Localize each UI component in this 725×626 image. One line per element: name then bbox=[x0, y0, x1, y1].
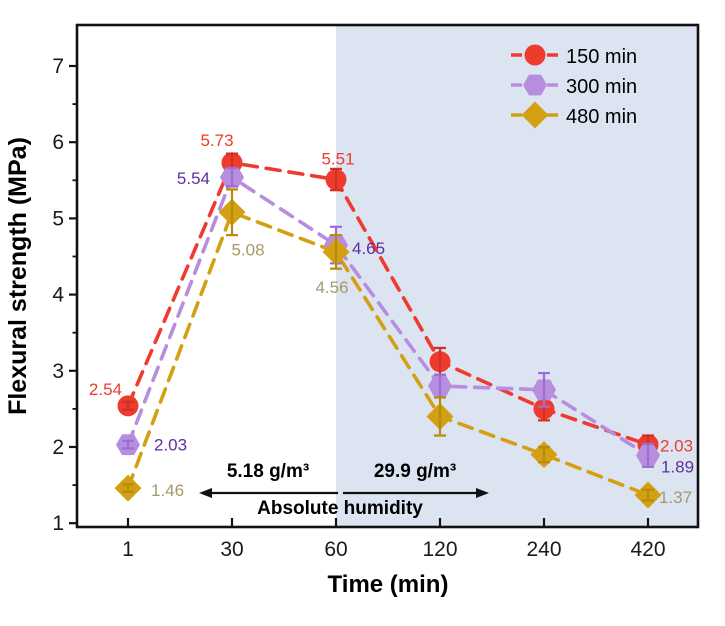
chart-series-layer: 2.54 5.73 5.51 2.03 2.03 5.54 4.65 1.89 1.46 5.08… bbox=[89, 131, 694, 509]
legend-label-300min: 300 min bbox=[566, 76, 637, 98]
plot-border bbox=[75, 23, 700, 529]
point-value-label: 5.54 bbox=[177, 169, 210, 188]
right-arrow-icon bbox=[476, 488, 489, 498]
left-arrow-icon bbox=[199, 488, 212, 498]
chart-background-layer: 1 2 3 4 5 6 7 1 30 60 120 240 420 bbox=[52, 26, 697, 561]
legend-marker-diamond-icon bbox=[521, 101, 549, 129]
point-value-label: 1.46 bbox=[151, 481, 184, 500]
x-tick-label: 1 bbox=[122, 538, 134, 561]
y-tick-label: 7 bbox=[52, 55, 64, 78]
point-value-label: 2.03 bbox=[154, 436, 187, 455]
y-tick-label: 3 bbox=[52, 360, 64, 383]
point-value-label: 5.08 bbox=[231, 240, 264, 259]
point-value-label: 1.37 bbox=[659, 488, 692, 507]
point-value-label: 1.89 bbox=[661, 457, 694, 476]
x-tick-label: 120 bbox=[422, 538, 457, 561]
point-value-label: 2.54 bbox=[89, 380, 122, 399]
series-line-150-min bbox=[126, 160, 650, 447]
chart-foreground-layer bbox=[199, 44, 559, 498]
x-axis-title: Time (min) bbox=[328, 571, 449, 598]
y-tick-label: 6 bbox=[52, 131, 64, 154]
legend-marker-hexagon-icon bbox=[523, 74, 547, 96]
x-tick-label: 30 bbox=[220, 538, 243, 561]
humidity-left-value: 5.18 g/m³ bbox=[227, 461, 309, 482]
y-tick-label: 1 bbox=[52, 512, 64, 535]
point-value-label: 4.56 bbox=[315, 278, 348, 297]
point-value-label: 2.03 bbox=[660, 437, 693, 456]
humidity-caption: Absolute humidity bbox=[257, 498, 423, 519]
series-group-150-min: 2.54 5.73 5.51 2.03 bbox=[89, 131, 693, 456]
humidity-right-value: 29.9 g/m³ bbox=[374, 461, 456, 482]
x-tick-label: 420 bbox=[630, 538, 665, 561]
point-value-label: 5.73 bbox=[200, 131, 233, 150]
y-axis-title: Flexural strength (MPa) bbox=[4, 137, 32, 415]
series-group-480-min: 1.46 5.08 4.56 1.37 bbox=[114, 188, 692, 509]
point-value-label: 4.65 bbox=[352, 239, 385, 258]
point-value-label: 5.51 bbox=[321, 150, 354, 169]
y-tick-label: 2 bbox=[52, 436, 64, 459]
series-line-480-min bbox=[126, 209, 650, 497]
y-tick-label: 5 bbox=[52, 207, 64, 230]
series-line-300-min bbox=[126, 174, 650, 458]
legend-label-480min: 480 min bbox=[566, 106, 637, 128]
legend-marker-circle-icon bbox=[524, 44, 546, 66]
y-tick-label: 4 bbox=[52, 284, 64, 307]
x-tick-label: 240 bbox=[526, 538, 561, 561]
legend-label-150min: 150 min bbox=[566, 46, 637, 68]
x-tick-label: 60 bbox=[324, 538, 347, 561]
